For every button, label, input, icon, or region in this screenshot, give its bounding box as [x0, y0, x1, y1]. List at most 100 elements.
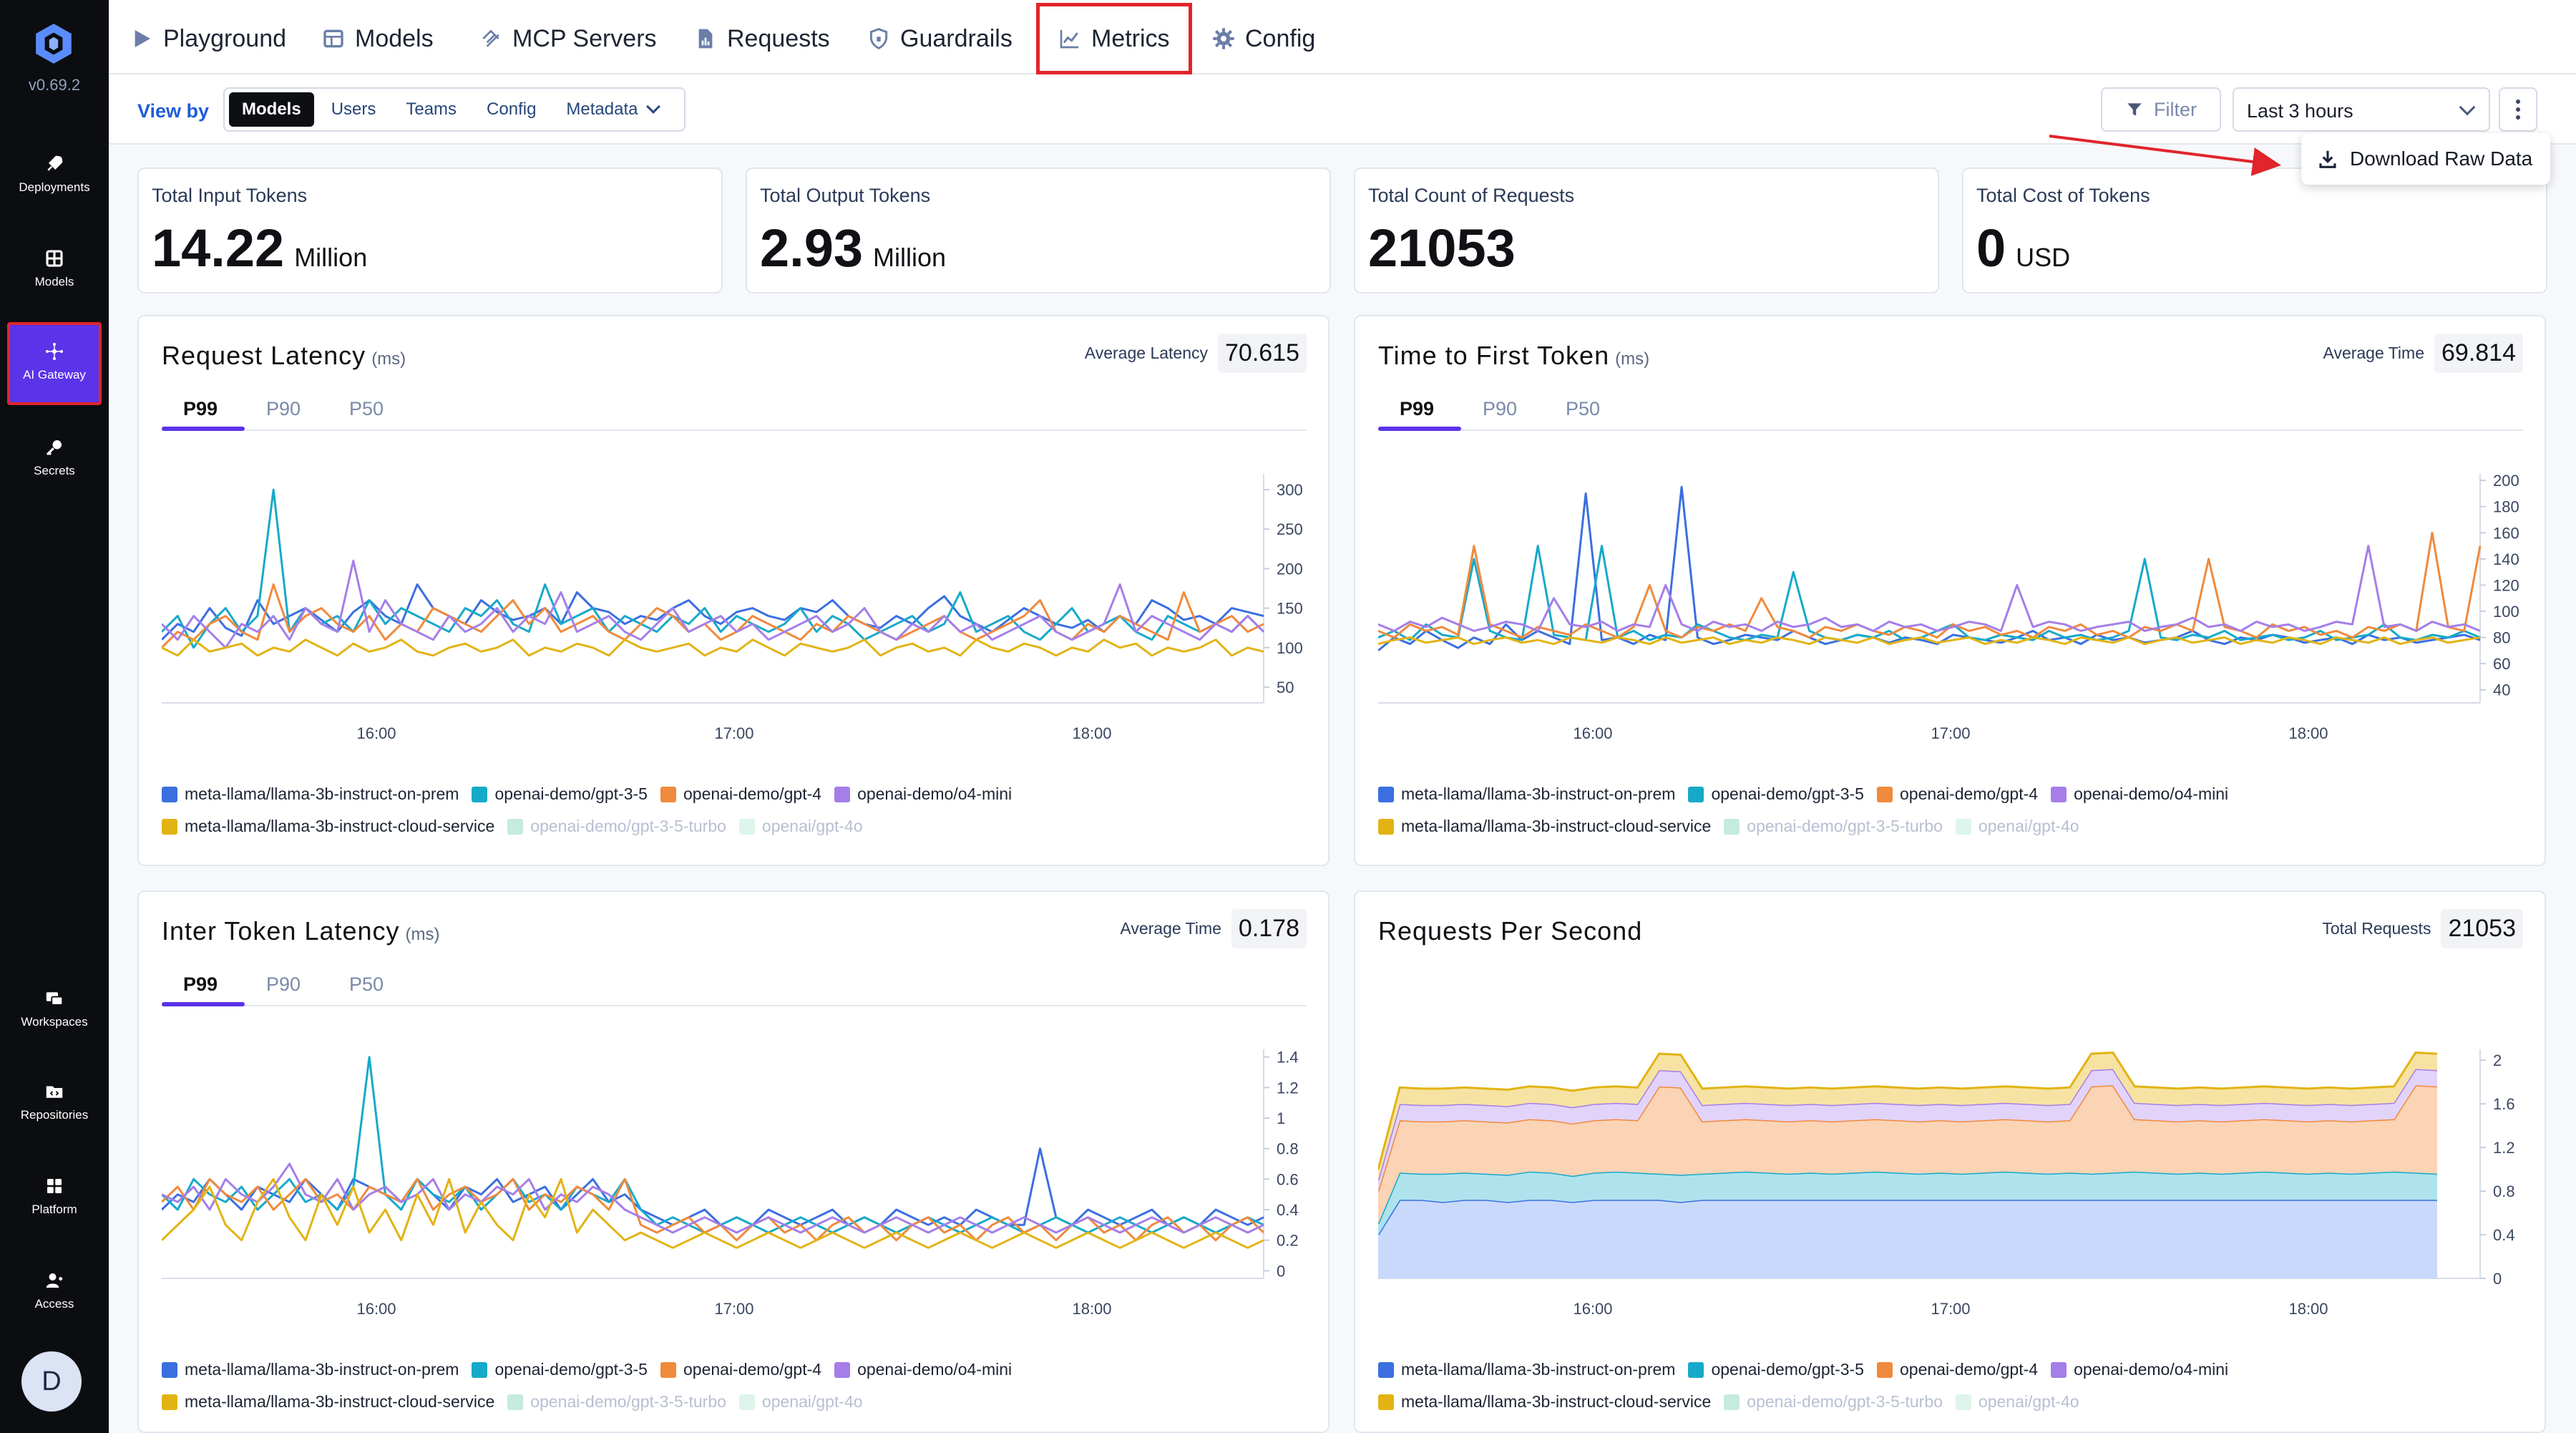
view-by-users-button[interactable]: Users — [331, 99, 376, 119]
time-range-select[interactable]: Last 3 hours — [2233, 87, 2490, 132]
card-title-text: Requests Per Second — [1378, 916, 1643, 946]
legend-item[interactable]: openai-demo/gpt-4 — [660, 784, 821, 804]
sidebar-item-models[interactable]: Models — [7, 248, 102, 289]
legend-item[interactable]: openai-demo/gpt-4 — [1876, 784, 2038, 804]
series-area — [1378, 1085, 2437, 1224]
legend-item[interactable]: openai-demo/gpt-3-5 — [1688, 784, 1864, 804]
legend-item[interactable]: openai-demo/gpt-3-5 — [472, 784, 648, 804]
legend-label: openai-demo/o4-mini — [857, 784, 1013, 803]
legend-item[interactable]: openai-demo/gpt-3-5-turbo — [1724, 1392, 1943, 1412]
download-raw-data-menu-item[interactable]: Download Raw Data — [2301, 133, 2550, 185]
series-area — [1378, 1052, 2437, 1180]
view-by-metadata-dropdown[interactable]: Metadata — [553, 92, 670, 127]
legend-item[interactable]: openai-demo/o4-mini — [834, 1360, 1012, 1379]
sidebar-item-deployments[interactable]: Deployments — [7, 153, 102, 195]
legend-label: meta-llama/llama-3b-instruct-cloud-servi… — [185, 817, 495, 835]
legend-item[interactable]: meta-llama/llama-3b-instruct-cloud-servi… — [1378, 1392, 1711, 1412]
key-icon — [46, 440, 62, 456]
x-tick-label: 16:00 — [1573, 1300, 1612, 1318]
card-title: Inter Token Latency (ms) — [162, 916, 440, 946]
sidebar-item-secrets[interactable]: Secrets — [7, 437, 102, 478]
tab-p50[interactable]: P50 — [1566, 398, 1601, 419]
more-options-button[interactable] — [2499, 87, 2537, 132]
tab-playground[interactable]: Playground — [130, 23, 286, 54]
legend-item[interactable]: meta-llama/llama-3b-instruct-on-prem — [1378, 784, 1675, 804]
user-avatar[interactable]: D — [21, 1351, 82, 1412]
sidebar-item-repositories[interactable]: Repositories — [7, 1081, 102, 1122]
card-title-text: Request Latency — [162, 341, 366, 370]
tab-mcp-servers[interactable]: MCP Servers — [479, 23, 657, 54]
view-by-models-button[interactable]: Models — [229, 92, 314, 127]
tab-p90[interactable]: P90 — [266, 973, 301, 995]
tab-p99[interactable]: P99 — [183, 973, 218, 995]
legend-item[interactable]: meta-llama/llama-3b-instruct-on-prem — [162, 784, 459, 804]
tab-p99[interactable]: P99 — [183, 398, 218, 419]
y-tick-label: 1 — [1277, 1109, 1285, 1127]
legend-label: openai-demo/gpt-3-5 — [1711, 784, 1864, 803]
filter-button[interactable]: Filter — [2101, 87, 2221, 132]
tab-config[interactable]: Config — [1212, 23, 1315, 54]
sidebar-item-label: Workspaces — [21, 1015, 88, 1029]
tab-p99[interactable]: P99 — [1400, 398, 1435, 419]
card-unit: (ms) — [371, 349, 406, 369]
average-value: 70.615 — [1218, 334, 1307, 373]
legend-item[interactable]: meta-llama/llama-3b-instruct-on-prem — [1378, 1360, 1675, 1379]
legend-item[interactable]: openai-demo/o4-mini — [834, 784, 1012, 804]
legend-swatch — [472, 1361, 488, 1378]
series-line — [1378, 545, 2481, 641]
sidebar-item-access[interactable]: Access — [7, 1270, 102, 1311]
legend-item[interactable]: openai-demo/gpt-3-5-turbo — [507, 817, 726, 836]
legend-label: openai-demo/o4-mini — [2074, 1360, 2229, 1379]
tab-requests[interactable]: Requests — [694, 23, 830, 54]
legend-item[interactable]: meta-llama/llama-3b-instruct-cloud-servi… — [162, 1392, 494, 1412]
legend-item[interactable]: openai-demo/gpt-4 — [660, 1360, 821, 1379]
legend-item[interactable]: openai-demo/o4-mini — [2051, 784, 2228, 804]
y-tick-label: 0.8 — [2493, 1182, 2515, 1200]
legend-item[interactable]: openai-demo/gpt-4 — [1876, 1360, 2038, 1379]
tab-metrics[interactable]: Metrics — [1036, 3, 1192, 74]
legend-item[interactable]: openai-demo/gpt-3-5-turbo — [507, 1392, 726, 1412]
tab-guardrails[interactable]: Guardrails — [867, 23, 1013, 54]
stat-card-request-count: Total Count of Requests 21053 — [1354, 167, 1939, 293]
tab-p90[interactable]: P90 — [1483, 398, 1518, 419]
legend-swatch — [2051, 786, 2067, 802]
legend-item[interactable]: openai/gpt-4o — [738, 817, 863, 836]
legend-item[interactable]: openai/gpt-4o — [1955, 1392, 2079, 1412]
sidebar-item-ai-gateway[interactable]: AI Gateway — [7, 322, 102, 405]
tab-p50[interactable]: P50 — [349, 973, 384, 995]
legend-row: meta-llama/llama-3b-instruct-cloud-servi… — [1378, 1392, 2523, 1412]
truefoundry-logo-icon[interactable] — [31, 21, 76, 66]
tab-models[interactable]: Models — [322, 23, 434, 54]
series-line — [162, 1177, 1264, 1249]
play-icon — [135, 30, 150, 47]
view-by-config-button[interactable]: Config — [487, 99, 537, 119]
chart-legend: meta-llama/llama-3b-instruct-on-prem open… — [1378, 1360, 2523, 1424]
legend-swatch — [834, 786, 851, 802]
average-value: 69.814 — [2434, 334, 2523, 373]
sidebar-item-label: Repositories — [20, 1108, 89, 1122]
sidebar-item-workspaces[interactable]: Workspaces — [7, 988, 102, 1029]
average-box: Average Latency 70.615 — [1085, 334, 1307, 373]
legend-item[interactable]: openai-demo/gpt-3-5-turbo — [1724, 817, 1943, 836]
legend-item[interactable]: openai-demo/o4-mini — [2051, 1360, 2228, 1379]
view-by-segmented-control: Models Users Teams Config Metadata — [223, 87, 686, 132]
legend-item[interactable]: openai-demo/gpt-3-5 — [472, 1360, 648, 1379]
average-label: Average Latency — [1084, 344, 1208, 362]
tab-p50[interactable]: P50 — [349, 398, 384, 419]
stat-value: 2.93 — [760, 218, 864, 278]
legend-item[interactable]: openai-demo/gpt-3-5 — [1688, 1360, 1864, 1379]
view-by-teams-button[interactable]: Teams — [406, 99, 457, 119]
sidebar-item-platform[interactable]: Platform — [7, 1175, 102, 1217]
legend-item[interactable]: openai/gpt-4o — [1955, 817, 2079, 836]
legend-item[interactable]: openai/gpt-4o — [738, 1392, 863, 1412]
y-tick-label: 1.2 — [2493, 1139, 2515, 1157]
stat-card-output-tokens: Total Output Tokens 2.93 Million — [746, 167, 1331, 293]
legend-item[interactable]: meta-llama/llama-3b-instruct-on-prem — [162, 1360, 459, 1379]
tab-p90[interactable]: P90 — [266, 398, 301, 419]
legend-item[interactable]: meta-llama/llama-3b-instruct-cloud-servi… — [1378, 817, 1711, 836]
chevron-down-icon — [645, 99, 660, 114]
grid-icon — [46, 250, 63, 267]
y-tick-label: 1.6 — [2493, 1095, 2515, 1113]
legend-item[interactable]: meta-llama/llama-3b-instruct-cloud-servi… — [162, 817, 494, 836]
stat-card-token-cost: Total Cost of Tokens 0 USD — [1962, 167, 2547, 293]
